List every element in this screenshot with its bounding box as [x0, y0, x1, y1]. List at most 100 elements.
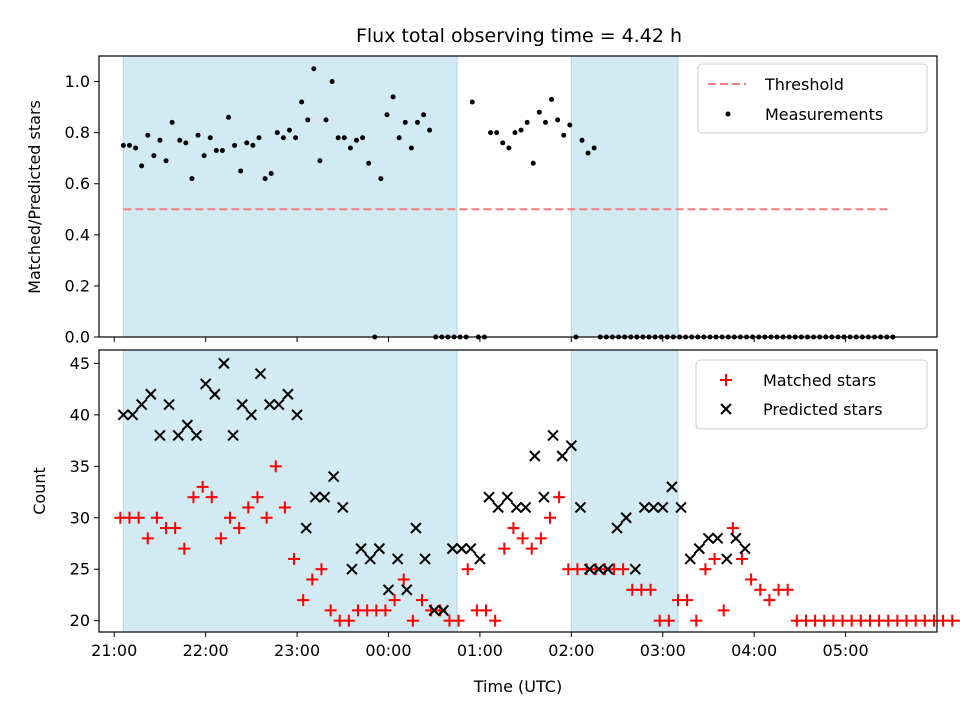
predicted-point [263, 398, 276, 411]
matched-point [763, 594, 776, 607]
matched-point [507, 522, 520, 535]
matched-point [726, 522, 739, 535]
measurement-point [126, 142, 132, 148]
measurement-point [244, 140, 250, 146]
measurement-point [219, 148, 225, 154]
predicted-point [309, 491, 322, 503]
matched-point [260, 511, 273, 524]
predicted-point [501, 491, 514, 503]
top-y-ticks: 0.0 0.2 0.4 0.6 0.8 1.0 [65, 72, 99, 347]
predicted-point [428, 604, 440, 617]
predicted-point [300, 522, 312, 534]
predicted-point [538, 491, 550, 503]
top-shaded-intervals [122, 55, 679, 338]
predicted-point [730, 532, 742, 545]
matched-point [251, 491, 264, 504]
measurement-point [353, 137, 359, 143]
predicted-point [620, 512, 632, 524]
matched-point [324, 604, 337, 617]
matched-point [735, 552, 748, 565]
measurement-point [183, 140, 189, 146]
measurement-point [555, 117, 561, 123]
predicted-points [117, 357, 751, 617]
matched-point [379, 604, 392, 617]
matched-points [114, 460, 960, 627]
predicted-point [382, 584, 395, 596]
measurement-point [421, 112, 427, 118]
measurement-point [293, 135, 299, 141]
measurement-point [414, 119, 420, 125]
predicted-point [291, 409, 303, 421]
predicted-point [556, 450, 568, 462]
matched-point [306, 573, 319, 586]
predicted-point [273, 398, 285, 411]
top-x-ticks [113, 337, 847, 342]
matched-point [178, 542, 191, 555]
measurement-point [201, 153, 207, 159]
predicted-point [455, 542, 468, 555]
bottom-legend: Matched stars Predicted stars [695, 359, 928, 430]
predicted-point [172, 429, 184, 442]
matched-point [416, 594, 429, 607]
predicted-point [181, 419, 194, 431]
y-tick-label: 0.2 [65, 276, 90, 295]
bottom-ylabel: Count [30, 467, 49, 515]
predicted-point [117, 409, 130, 421]
legend-matched-label: Matched stars [763, 371, 876, 390]
predicted-point [602, 563, 614, 575]
matched-point [543, 511, 556, 524]
predicted-point [163, 398, 175, 411]
measurement-point [360, 135, 366, 141]
top-legend: Threshold Measurements [697, 63, 928, 134]
predicted-point [318, 491, 331, 503]
measurement-point [195, 132, 201, 138]
x-tick-label: 02:00 [548, 641, 594, 660]
matched-point [480, 604, 493, 617]
top-legend-box [697, 63, 928, 134]
matched-point [498, 542, 511, 555]
measurement-point [145, 132, 151, 138]
matched-point [288, 552, 301, 565]
matched-point [242, 501, 255, 514]
y-tick-label: 30 [70, 508, 90, 527]
top-axes-frame [98, 55, 938, 338]
predicted-point [218, 357, 230, 370]
predicted-point [401, 584, 413, 596]
matched-point [644, 583, 657, 596]
predicted-point [327, 470, 340, 483]
measurement-point [189, 176, 195, 182]
predicted-point [583, 563, 596, 575]
predicted-point [465, 542, 477, 555]
measurement-point [169, 119, 175, 125]
predicted-point [135, 398, 148, 411]
matched-point [224, 511, 237, 524]
measurement-point [506, 145, 512, 151]
predicted-point [337, 501, 349, 514]
predicted-point [126, 409, 139, 421]
x-tick-label: 22:00 [183, 641, 229, 660]
measurement-point [262, 176, 268, 182]
predicted-point [611, 522, 623, 534]
measurement-point [286, 127, 292, 133]
measurement-point [323, 117, 329, 123]
matched-point [690, 614, 703, 627]
x-tick-label: 04:00 [731, 641, 777, 660]
matched-point [233, 522, 246, 535]
predicted-point [647, 501, 660, 514]
matched-point [214, 532, 227, 545]
measurement-point [524, 119, 530, 125]
predicted-point [364, 553, 376, 565]
legend-matched-swatch [720, 374, 732, 386]
chart-title: Flux total observing time = 4.42 h [356, 25, 682, 47]
y-tick-label: 40 [70, 405, 90, 424]
matched-point [617, 563, 630, 576]
matched-point [708, 552, 721, 565]
measurement-point [561, 132, 567, 138]
predicted-point [391, 553, 404, 565]
predicted-point [629, 563, 642, 575]
predicted-point [711, 532, 724, 545]
measurement-point [133, 145, 139, 151]
measurement-point [512, 130, 518, 136]
matched-point [169, 522, 182, 535]
bottom-axes-frame [98, 349, 938, 633]
